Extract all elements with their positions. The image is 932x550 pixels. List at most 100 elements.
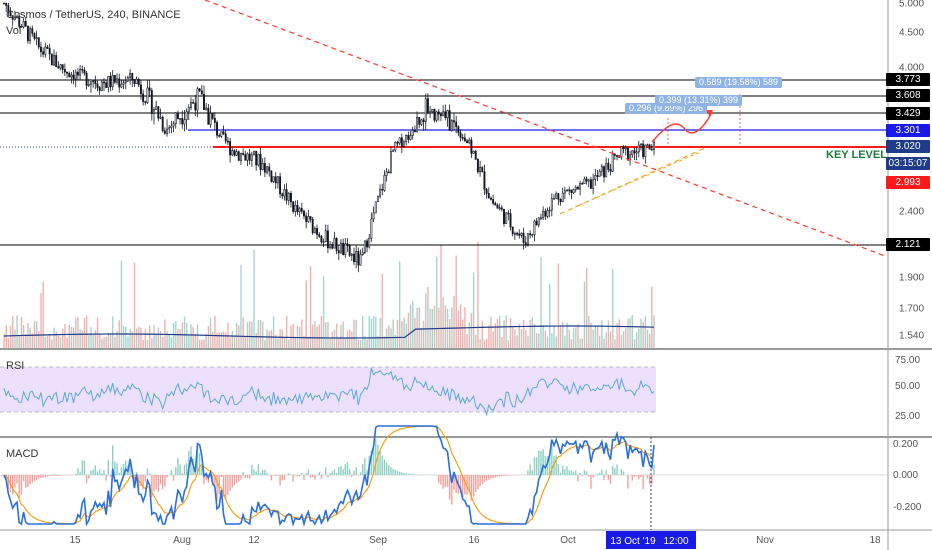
candle-body <box>46 46 49 49</box>
candle-body <box>585 178 588 182</box>
volume-bar <box>518 324 520 348</box>
macd-histogram-bar <box>488 475 490 480</box>
candle-body <box>133 79 136 84</box>
candle-body <box>257 154 260 166</box>
symbol-title[interactable]: Cosmos / TetherUS, 240, BINANCE <box>6 9 181 21</box>
macd-histogram-bar <box>396 470 399 475</box>
volume-bar <box>522 319 525 348</box>
candle-body <box>283 189 286 197</box>
candle-body <box>216 122 218 136</box>
volume-bar <box>609 331 612 348</box>
volume-bar <box>327 321 329 348</box>
volume-bar <box>75 317 77 348</box>
candle-body <box>405 135 408 143</box>
candle-body <box>253 150 255 156</box>
projection-curve <box>651 111 713 143</box>
macd-histogram-bar <box>259 472 262 475</box>
volume-bar <box>379 317 381 348</box>
candle-body <box>366 240 368 248</box>
macd-histogram-bar <box>229 475 231 491</box>
candle-body <box>509 213 512 228</box>
macd-label[interactable]: MACD <box>6 448 39 460</box>
macd-histogram-bar <box>257 464 260 475</box>
macd-histogram-bar <box>388 465 390 475</box>
volume-bar <box>262 321 264 348</box>
volume-bar <box>462 319 464 348</box>
volume-bar <box>622 331 625 348</box>
volume-bar <box>68 324 70 348</box>
macd-histogram-bar <box>196 446 199 475</box>
candle-body <box>16 16 18 18</box>
candle-body <box>607 162 610 170</box>
macd-histogram-bar <box>298 475 301 477</box>
volume-bar <box>129 328 131 348</box>
volume-bars <box>3 242 655 348</box>
volume-bar <box>401 321 403 348</box>
volume-bar <box>535 333 538 348</box>
candle-body <box>413 130 416 133</box>
macd-histogram-bar <box>605 470 607 475</box>
macd-histogram-bar <box>177 458 179 475</box>
candle-body <box>594 175 597 180</box>
candle-body <box>155 106 158 110</box>
macd-histogram-bar <box>342 469 344 475</box>
volume-bar <box>31 333 34 348</box>
macd-histogram-bar <box>616 464 618 475</box>
drawings <box>204 0 886 257</box>
candle-body <box>166 128 168 134</box>
volume-bar <box>38 331 40 348</box>
volume-bar <box>396 319 399 348</box>
volume-bar <box>188 335 190 348</box>
macd-histogram-bar <box>96 471 99 475</box>
macd-histogram-bar <box>33 475 36 482</box>
rsi-label[interactable]: RSI <box>6 360 25 372</box>
macd-histogram-bar <box>581 475 583 476</box>
volume-bar <box>153 325 155 348</box>
candle-body <box>416 117 418 133</box>
candle-body <box>72 74 75 80</box>
candle-body <box>487 193 490 199</box>
volume-bar <box>279 329 281 348</box>
macd-histogram-bar <box>546 456 549 475</box>
macd-histogram-bar <box>144 475 147 482</box>
macd-histogram-bar <box>390 467 392 475</box>
volume-bar <box>309 266 312 348</box>
macd-histogram-bar <box>283 475 286 481</box>
candle-body <box>605 162 608 178</box>
candle-body <box>105 82 108 88</box>
candle-body <box>466 140 468 144</box>
macd-histogram-bar <box>557 464 560 475</box>
volume-bar <box>581 338 584 348</box>
candle-body <box>483 171 486 190</box>
volume-bar <box>399 261 401 348</box>
volume-bar <box>485 338 488 348</box>
macd-histogram-bar <box>564 468 566 475</box>
macd-histogram-bar <box>403 472 405 475</box>
volume-bar <box>240 264 242 348</box>
candle-body <box>479 167 482 173</box>
candle-body <box>357 251 360 266</box>
volume-bar <box>338 337 340 348</box>
volume-bar <box>377 335 379 348</box>
candle-body <box>81 68 84 71</box>
candle-body <box>140 84 142 95</box>
macd-histogram-bar <box>27 475 29 487</box>
candle-body <box>107 75 110 88</box>
candle-body <box>557 193 560 200</box>
macd-histogram-bar <box>35 475 38 480</box>
volume-bar <box>212 331 214 348</box>
candle-body <box>620 146 623 158</box>
volume-bar <box>168 333 170 348</box>
macd-histogram-bar <box>438 475 440 483</box>
volume-label[interactable]: Vol <box>6 25 22 37</box>
candle-body <box>96 83 99 88</box>
macd-histogram-bar <box>555 455 557 475</box>
macd-histogram-bar <box>588 475 590 477</box>
macd-histogram-bar <box>279 475 281 486</box>
macd-histogram-bar <box>640 475 642 478</box>
macd-histogram-bar <box>379 450 381 475</box>
volume-bar <box>540 257 542 348</box>
volume-bar <box>142 339 144 348</box>
macd-histogram-bar <box>611 466 614 475</box>
